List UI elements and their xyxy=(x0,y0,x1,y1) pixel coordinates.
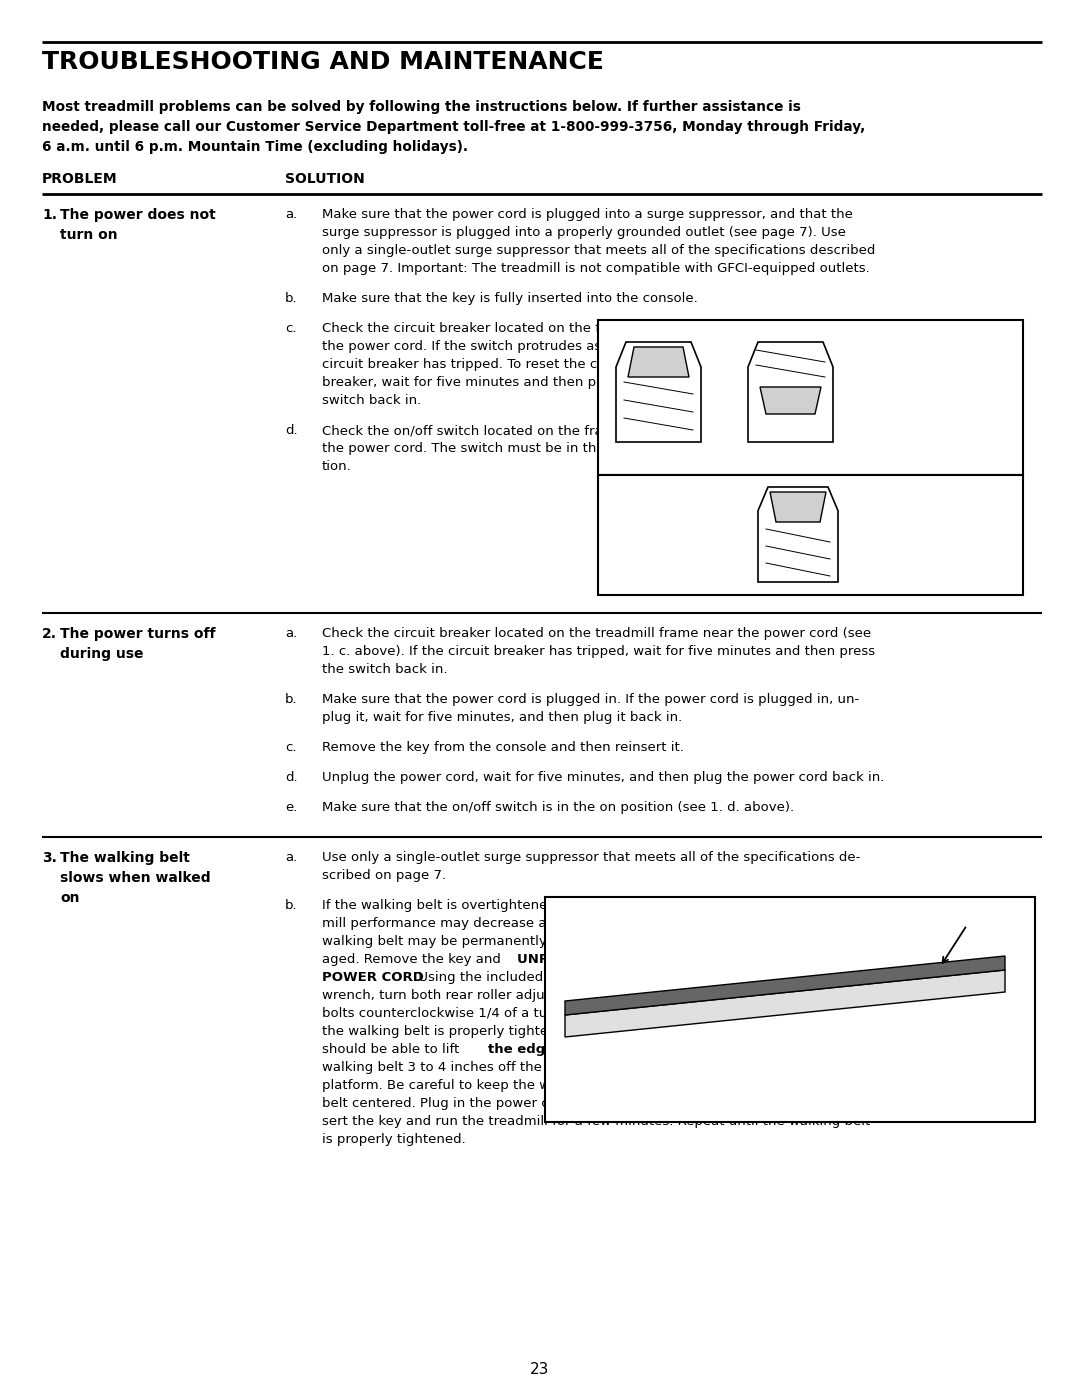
Text: turn on: turn on xyxy=(60,228,118,242)
Text: a.: a. xyxy=(285,627,297,640)
Text: mill performance may decrease and the: mill performance may decrease and the xyxy=(322,916,590,930)
Text: 1. c. above). If the circuit breaker has tripped, wait for five minutes and then: 1. c. above). If the circuit breaker has… xyxy=(322,645,875,658)
Text: UNPLUG THE: UNPLUG THE xyxy=(517,953,612,965)
Text: If the walking belt is overtightened, tread-: If the walking belt is overtightened, tr… xyxy=(322,900,605,912)
Text: c.: c. xyxy=(285,321,297,335)
Text: Use only a single-outlet surge suppressor that meets all of the specifications d: Use only a single-outlet surge suppresso… xyxy=(322,851,861,863)
Text: a.: a. xyxy=(285,851,297,863)
Text: the power cord. If the switch protrudes as shown, the: the power cord. If the switch protrudes … xyxy=(322,339,678,353)
Text: c: c xyxy=(603,326,610,338)
Text: TROUBLESHOOTING AND MAINTENANCE: TROUBLESHOOTING AND MAINTENANCE xyxy=(42,50,604,74)
Text: c.: c. xyxy=(285,740,297,754)
Text: The walking belt: The walking belt xyxy=(60,851,190,865)
Polygon shape xyxy=(565,956,1005,1016)
Text: needed, please call our Customer Service Department toll-free at 1-800-999-3756,: needed, please call our Customer Service… xyxy=(42,120,865,134)
Text: the power cord. The switch must be in the on posi-: the power cord. The switch must be in th… xyxy=(322,441,662,455)
Text: on page 7. Important: The treadmill is not compatible with GFCI-equipped outlets: on page 7. Important: The treadmill is n… xyxy=(322,263,869,275)
Text: circuit breaker has tripped. To reset the circuit: circuit breaker has tripped. To reset th… xyxy=(322,358,631,372)
Text: surge suppressor is plugged into a properly grounded outlet (see page 7). Use: surge suppressor is plugged into a prope… xyxy=(322,226,846,239)
Text: Check the on/off switch located on the frame near: Check the on/off switch located on the f… xyxy=(322,425,659,437)
Text: b.: b. xyxy=(285,292,298,305)
Text: Make sure that the power cord is plugged into a surge suppressor, and that the: Make sure that the power cord is plugged… xyxy=(322,208,853,221)
Bar xyxy=(598,475,1023,595)
Text: only a single-outlet surge suppressor that meets all of the specifications descr: only a single-outlet surge suppressor th… xyxy=(322,244,876,257)
Polygon shape xyxy=(760,387,821,414)
Text: the edges: the edges xyxy=(488,1044,562,1056)
Text: wrench, turn both rear roller adjustment: wrench, turn both rear roller adjustment xyxy=(322,989,592,1002)
Text: On: On xyxy=(653,500,673,514)
Text: d.: d. xyxy=(285,771,298,784)
Text: walking belt 3 to 4 inches off the walking: walking belt 3 to 4 inches off the walki… xyxy=(322,1060,597,1074)
Text: sert the key and run the treadmill for a few minutes. Repeat until the walking b: sert the key and run the treadmill for a… xyxy=(322,1115,870,1127)
Text: platform. Be careful to keep the walking: platform. Be careful to keep the walking xyxy=(322,1078,591,1092)
Text: during use: during use xyxy=(60,647,144,661)
Text: POWER CORD: POWER CORD xyxy=(322,971,423,983)
Text: Tripped: Tripped xyxy=(635,450,681,462)
Bar xyxy=(598,320,1023,475)
Text: 3″–4″: 3″–4″ xyxy=(940,907,971,921)
Text: The power does not: The power does not xyxy=(60,208,216,222)
Text: aged. Remove the key and: aged. Remove the key and xyxy=(322,953,505,965)
Text: is properly tightened.: is properly tightened. xyxy=(322,1133,465,1146)
Text: plug it, wait for five minutes, and then plug it back in.: plug it, wait for five minutes, and then… xyxy=(322,711,683,724)
Text: Check the circuit breaker located on the frame near: Check the circuit breaker located on the… xyxy=(322,321,670,335)
Polygon shape xyxy=(565,970,1005,1037)
Text: a.: a. xyxy=(285,208,297,221)
Text: breaker, wait for five minutes and then press the: breaker, wait for five minutes and then … xyxy=(322,376,650,388)
Text: Make sure that the on/off switch is in the on position (see 1. d. above).: Make sure that the on/off switch is in t… xyxy=(322,800,794,814)
Text: PROBLEM: PROBLEM xyxy=(42,172,118,186)
Text: Make sure that the power cord is plugged in. If the power cord is plugged in, un: Make sure that the power cord is plugged… xyxy=(322,693,860,705)
Text: d.: d. xyxy=(285,425,298,437)
Text: 1.: 1. xyxy=(42,208,57,222)
Text: Check the circuit breaker located on the treadmill frame near the power cord (se: Check the circuit breaker located on the… xyxy=(322,627,872,640)
Text: b.: b. xyxy=(285,693,298,705)
Text: . Using the included allen: . Using the included allen xyxy=(410,971,580,983)
Text: Most treadmill problems can be solved by following the instructions below. If fu: Most treadmill problems can be solved by… xyxy=(42,101,801,115)
Text: Position: Position xyxy=(636,518,690,532)
Polygon shape xyxy=(616,342,701,441)
Text: The power turns off: The power turns off xyxy=(60,627,216,641)
Polygon shape xyxy=(758,488,838,583)
Text: the switch back in.: the switch back in. xyxy=(322,664,447,676)
Text: Rear Roller Adjustment Bolts: Rear Roller Adjustment Bolts xyxy=(700,1101,880,1113)
Text: the walking belt is properly tightened, you: the walking belt is properly tightened, … xyxy=(322,1025,606,1038)
Text: walking belt may be permanently dam-: walking belt may be permanently dam- xyxy=(322,935,585,949)
Text: slows when walked: slows when walked xyxy=(60,870,211,886)
Polygon shape xyxy=(770,492,826,522)
Text: Unplug the power cord, wait for five minutes, and then plug the power cord back : Unplug the power cord, wait for five min… xyxy=(322,771,885,784)
Text: d: d xyxy=(603,481,611,493)
Text: switch back in.: switch back in. xyxy=(322,394,421,407)
Text: scribed on page 7.: scribed on page 7. xyxy=(322,869,446,882)
Text: tion.: tion. xyxy=(322,460,352,474)
Polygon shape xyxy=(748,342,833,441)
Polygon shape xyxy=(627,346,689,377)
Text: SOLUTION: SOLUTION xyxy=(285,172,365,186)
Bar xyxy=(545,897,1035,1122)
Text: b.: b. xyxy=(285,900,298,912)
Text: should be able to lift: should be able to lift xyxy=(322,1044,463,1056)
Text: Remove the key from the console and then reinsert it.: Remove the key from the console and then… xyxy=(322,740,684,754)
Text: b: b xyxy=(553,905,562,918)
Text: 3.: 3. xyxy=(42,851,57,865)
Text: 23: 23 xyxy=(530,1362,550,1377)
Text: Make sure that the key is fully inserted into the console.: Make sure that the key is fully inserted… xyxy=(322,292,698,305)
Text: e.: e. xyxy=(285,800,297,814)
Text: bolts counterclockwise 1/4 of a turn. When: bolts counterclockwise 1/4 of a turn. Wh… xyxy=(322,1007,608,1020)
Text: 6 a.m. until 6 p.m. Mountain Time (excluding holidays).: 6 a.m. until 6 p.m. Mountain Time (exclu… xyxy=(42,140,468,154)
Text: of the: of the xyxy=(573,1044,617,1056)
Text: Reset: Reset xyxy=(772,450,808,462)
Text: belt centered. Plug in the power cord, in-: belt centered. Plug in the power cord, i… xyxy=(322,1097,596,1111)
Text: on: on xyxy=(60,891,80,905)
Text: 2.: 2. xyxy=(42,627,57,641)
